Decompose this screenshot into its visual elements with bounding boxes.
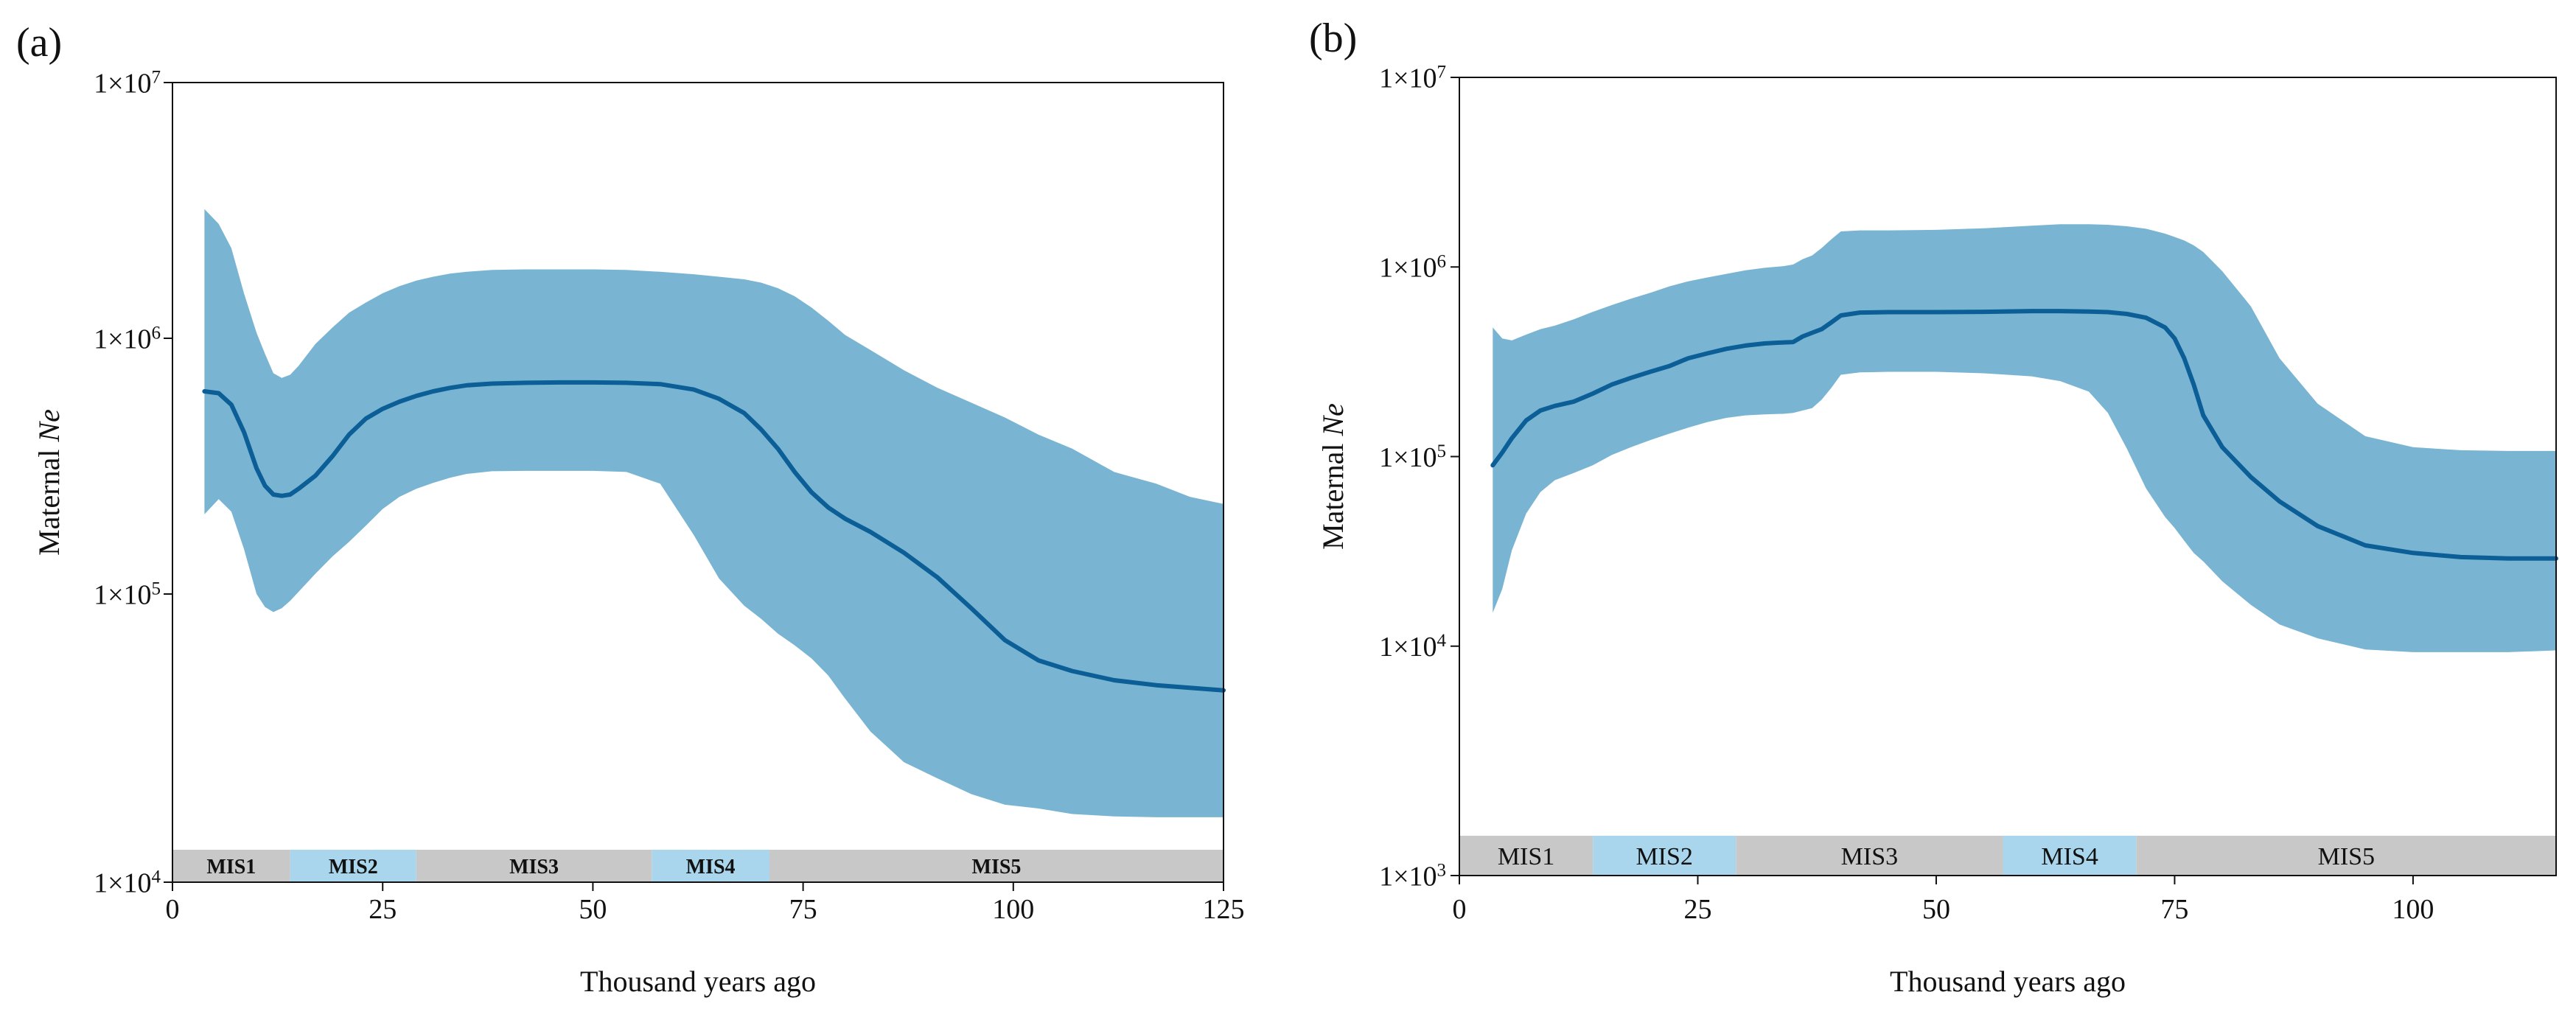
x-tick-label: 50: [1922, 894, 1950, 925]
mis-label-mis3: MIS3: [1841, 843, 1898, 870]
mis-bar-mis1: [172, 850, 290, 882]
x-tick-label: 100: [992, 894, 1034, 925]
panel-label-a: (a): [16, 20, 62, 66]
y-tick-label: 1×106: [94, 323, 161, 355]
mis-bar-mis2: [290, 850, 416, 882]
mis-label-mis1: MIS1: [1498, 843, 1554, 870]
y-axis-label: Maternal Ne: [32, 409, 66, 556]
mis-bar-mis3: [1736, 836, 2003, 876]
y-tick-label: 1×104: [1379, 631, 1446, 663]
mis-label-mis5: MIS5: [972, 856, 1022, 878]
plot-frame: [172, 82, 1224, 883]
x-tick-label: 25: [369, 894, 397, 925]
x-tick-label: 0: [1453, 894, 1467, 925]
mis-label-mis2: MIS2: [1636, 843, 1692, 870]
mis-label-mis5: MIS5: [2318, 843, 2375, 870]
y-tick-label: 1×105: [1379, 441, 1446, 473]
x-tick-label: 0: [166, 894, 180, 925]
median-line: [1490, 309, 2558, 561]
x-tick-label: 100: [2392, 894, 2434, 925]
y-tick-label: 1×107: [94, 67, 161, 99]
mis-bar-mis2: [1593, 836, 1736, 876]
mis-label-mis4: MIS4: [2041, 843, 2098, 870]
x-tick-label: 25: [1683, 894, 1711, 925]
mis-bar-mis1: [1459, 836, 1594, 876]
mis-label-mis3: MIS3: [509, 856, 559, 878]
chart-panel-a: MIS1 MIS2 MIS3 MIS4 MIS5 0 25 50 75 100 125 1×104 1×…: [32, 67, 1245, 998]
x-tick-label: 125: [1203, 894, 1245, 925]
y-tick-label: 1×103: [1379, 860, 1446, 893]
mis-label-mis4: MIS4: [686, 856, 736, 878]
y-tick-label: 1×104: [94, 867, 161, 899]
x-tick-label: 50: [579, 894, 607, 925]
mis-label-mis2: MIS2: [329, 856, 378, 878]
x-axis-label: Thousand years ago: [1890, 965, 2126, 998]
median-line: [202, 380, 1226, 693]
hpd-band: [1493, 224, 2556, 652]
y-axis-label: Maternal Ne: [1316, 403, 1350, 550]
mis-bar-mis4: [652, 850, 769, 882]
panel-label-b: (b): [1309, 15, 1357, 61]
x-tick-label: 75: [2160, 894, 2188, 925]
y-tick-label: 1×106: [1379, 251, 1446, 284]
hpd-band: [204, 209, 1224, 817]
mis-label-mis1: MIS1: [206, 856, 256, 878]
mis-bar-mis5: [769, 850, 1224, 882]
chart-panel-b: MIS1 MIS2 MIS3 MIS4 MIS5 0 25 50 75 100 1×103 1×104…: [1316, 62, 2558, 998]
plot-frame: [1459, 77, 2557, 876]
x-tick-label: 75: [789, 894, 817, 925]
mis-bar-mis5: [2136, 836, 2556, 876]
mis-bar-mis4: [2003, 836, 2137, 876]
y-tick-label: 1×105: [94, 579, 161, 611]
y-tick-label: 1×107: [1379, 62, 1446, 94]
mis-bar-mis3: [416, 850, 652, 882]
x-axis-label: Thousand years ago: [580, 965, 816, 998]
